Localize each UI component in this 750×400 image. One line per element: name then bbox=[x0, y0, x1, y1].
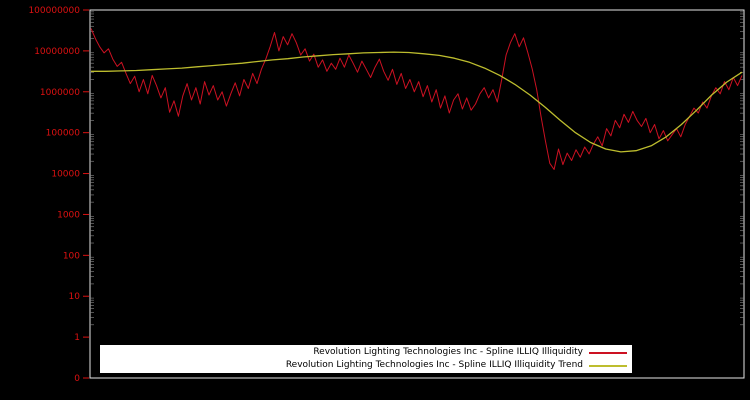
y-axis-tick-label: 1000000 bbox=[40, 88, 80, 98]
y-axis-tick-label: 100000000 bbox=[28, 6, 80, 16]
y-axis-tick-label: 10000 bbox=[51, 170, 80, 180]
legend-label-trend: Revolution Lighting Technologies Inc - S… bbox=[285, 360, 583, 370]
legend-item-trend: Revolution Lighting Technologies Inc - S… bbox=[100, 359, 632, 372]
y-axis-tick-label: 0 bbox=[74, 374, 80, 384]
legend: Revolution Lighting Technologies Inc - S… bbox=[100, 345, 632, 373]
plot-border bbox=[89, 9, 745, 379]
legend-item-illiquidity: Revolution Lighting Technologies Inc - S… bbox=[100, 346, 632, 359]
trend-series-line bbox=[91, 51, 743, 153]
y-axis-tick-label: 10 bbox=[69, 292, 81, 302]
legend-label-illiquidity: Revolution Lighting Technologies Inc - S… bbox=[313, 347, 583, 357]
y-axis-tick-label: 100000 bbox=[46, 129, 81, 139]
y-axis-tick-label: 100 bbox=[63, 251, 80, 261]
illiquidity-series-line bbox=[90, 28, 743, 170]
legend-line-sample-red-icon bbox=[589, 351, 627, 354]
y-axis-tick-label: 1 bbox=[74, 333, 80, 343]
y-axis-tick-label: 1000 bbox=[57, 210, 80, 220]
y-axis-tick-label: 10000000 bbox=[34, 47, 80, 57]
legend-line-sample-trend-icon bbox=[589, 364, 627, 367]
